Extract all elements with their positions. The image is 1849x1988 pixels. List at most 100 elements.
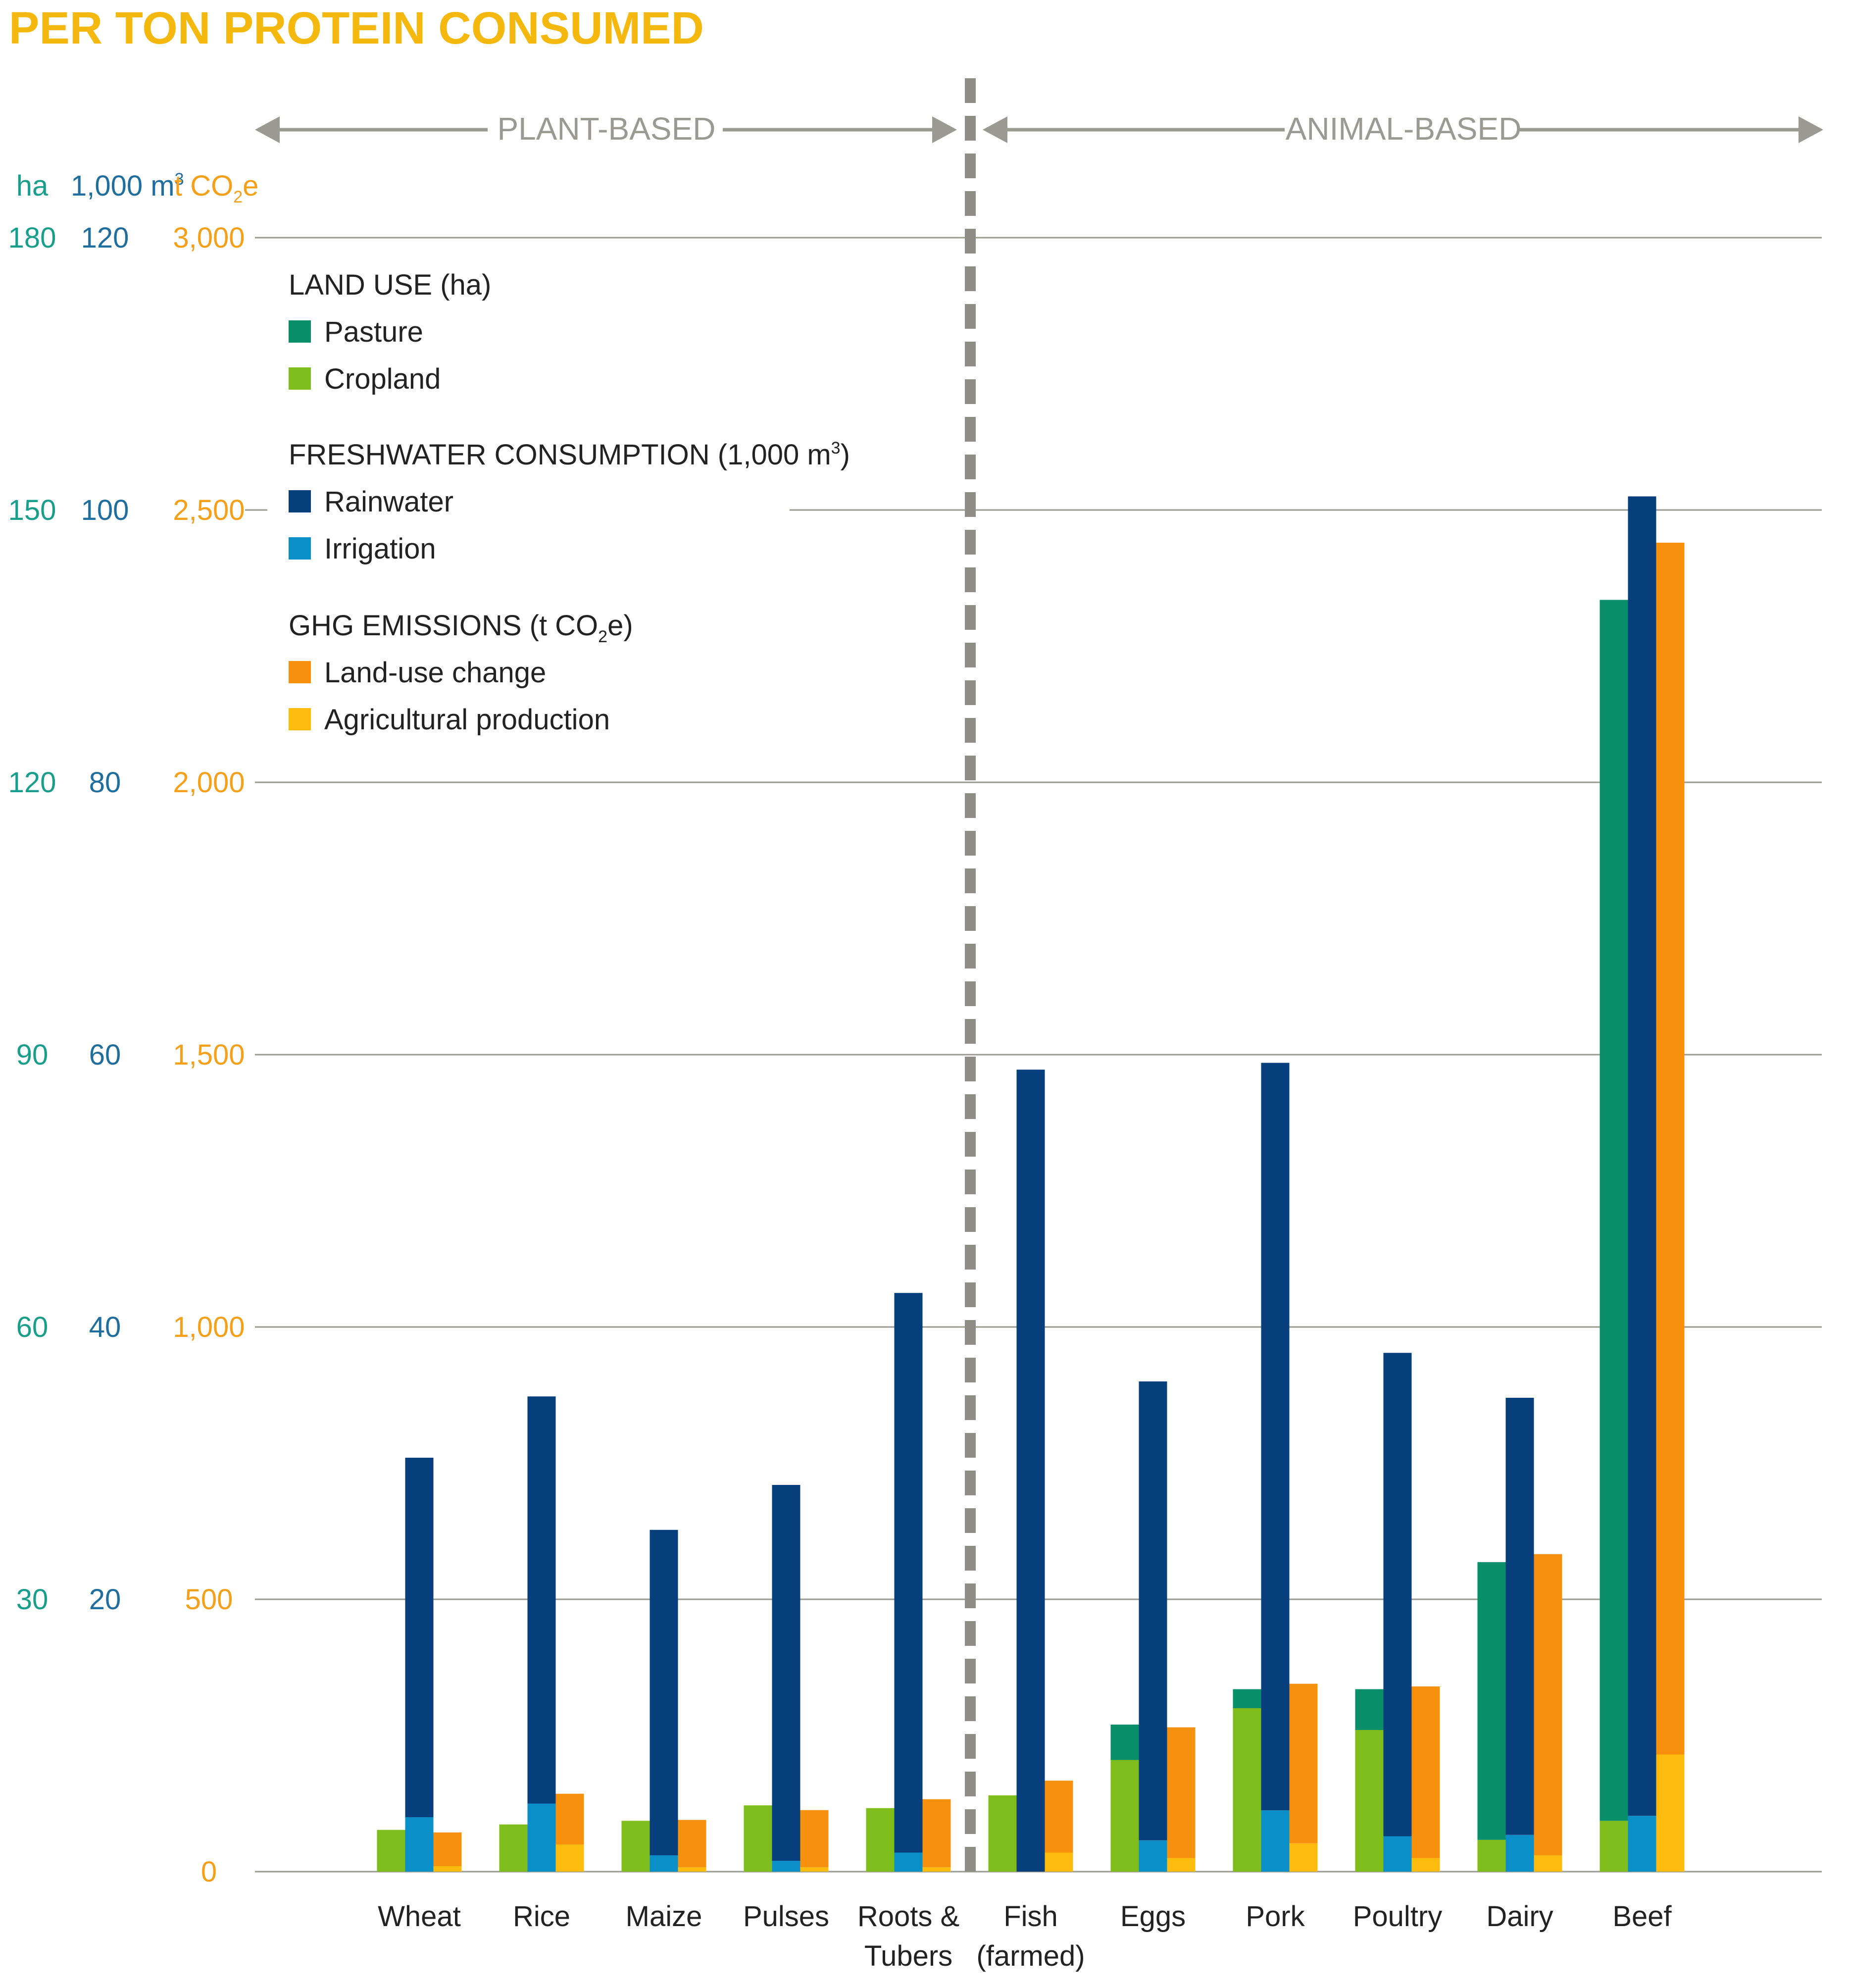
bar-cropland-10 — [1599, 1821, 1628, 1872]
axis-units: ha 1,000 m3 t CO2e — [16, 170, 259, 206]
bar-land-use-change-1 — [555, 1793, 584, 1844]
legend-title-ghg: GHG EMISSIONS (t CO2e) — [289, 610, 633, 646]
bar-pasture-10 — [1599, 600, 1628, 1821]
animal-based-label: ANIMAL-BASED — [1286, 111, 1522, 147]
bar-cropland-8 — [1355, 1730, 1384, 1872]
bar-irrigation-0 — [405, 1817, 434, 1872]
legend-swatch-irrigation — [289, 537, 311, 560]
axis-unit-water-text: 1,000 m — [71, 170, 175, 202]
tick-label-axis1-1: 100 — [81, 494, 129, 526]
bar-pasture-9 — [1477, 1562, 1506, 1840]
bar-agricultural-production-0 — [433, 1866, 462, 1872]
bar-irrigation-7 — [1261, 1810, 1290, 1872]
legend-title-ghg-text: GHG EMISSIONS (t CO — [289, 610, 598, 642]
tick-label-axis2-1: 2,500 — [173, 494, 245, 526]
axis-unit-ghg-sub: 2 — [233, 188, 243, 206]
tick-label-axis0-3: 90 — [16, 1039, 49, 1071]
category-label-5-1: (farmed) — [976, 1940, 1085, 1972]
legend-swatch-land-use-change — [289, 661, 311, 683]
axis-unit-ghg: t CO2e — [174, 170, 258, 206]
bar-irrigation-3 — [772, 1861, 800, 1872]
axis-unit-ghg-text: t CO — [174, 170, 233, 202]
bar-agricultural-production-6 — [1167, 1858, 1196, 1872]
tick-label-axis1-0: 120 — [81, 222, 129, 254]
bar-land-use-change-10 — [1656, 543, 1685, 1755]
bar-cropland-3 — [744, 1805, 772, 1872]
bar-rainwater-2 — [650, 1529, 678, 1855]
category-label-9-0: Dairy — [1486, 1900, 1553, 1933]
bar-rainwater-1 — [527, 1396, 556, 1804]
legend: LAND USE (ha) Pasture Cropland FRESHWATE… — [289, 269, 850, 736]
tick-label-axis0-4: 60 — [16, 1311, 49, 1343]
bar-land-use-change-3 — [800, 1810, 829, 1868]
category-label-4-1: Tubers — [864, 1940, 952, 1972]
bar-cropland-6 — [1110, 1760, 1139, 1872]
tick-label-axis0-5: 30 — [16, 1583, 49, 1616]
bar-rainwater-3 — [772, 1485, 800, 1861]
animal-arrow-head-right — [1799, 116, 1823, 143]
animal-arrow-head-left — [983, 116, 1007, 143]
bar-cropland-9 — [1477, 1839, 1506, 1872]
bar-rainwater-4 — [894, 1293, 923, 1853]
legend-title-water: FRESHWATER CONSUMPTION (1,000 m3) — [289, 439, 850, 471]
bar-cropland-0 — [377, 1830, 405, 1872]
category-label-2-0: Maize — [626, 1900, 702, 1933]
tick-label-axis2-4: 1,000 — [173, 1311, 245, 1343]
category-label-7-0: Pork — [1246, 1900, 1305, 1933]
legend-label-land-use-change: Land-use change — [324, 657, 546, 689]
category-label-8-0: Poultry — [1353, 1900, 1443, 1933]
bar-agricultural-production-8 — [1411, 1858, 1440, 1872]
category-label-6-0: Eggs — [1120, 1900, 1186, 1933]
chart-title: PER TON PROTEIN CONSUMED — [9, 3, 704, 53]
tick-label-axis0-0: 180 — [8, 222, 56, 254]
bar-rainwater-10 — [1628, 496, 1656, 1816]
group-header-animal: ANIMAL-BASED — [983, 111, 1823, 147]
tick-label-axis1-2: 80 — [89, 766, 121, 799]
tick-label-axis2-0: 3,000 — [173, 222, 245, 254]
bar-irrigation-2 — [650, 1855, 678, 1872]
legend-title-ghg-end: e) — [607, 610, 633, 642]
legend-title-land: LAND USE (ha) — [289, 269, 491, 301]
bar-rainwater-5 — [1016, 1070, 1045, 1872]
bar-land-use-change-5 — [1045, 1781, 1073, 1853]
bar-land-use-change-9 — [1534, 1554, 1562, 1855]
category-label-0-0: Wheat — [378, 1900, 461, 1933]
bar-irrigation-6 — [1139, 1840, 1167, 1872]
tick-label-axis1-4: 40 — [89, 1311, 121, 1343]
tick-label-axis2-3: 1,500 — [173, 1039, 245, 1071]
tick-label-axis2-6: 0 — [201, 1856, 217, 1888]
bar-cropland-5 — [988, 1795, 1017, 1872]
category-labels: Wheat Rice Maize Pulses Roots & Tubers Fish (fa… — [378, 1900, 1672, 1972]
bar-land-use-change-0 — [433, 1832, 462, 1866]
legend-label-irrigation: Irrigation — [324, 533, 436, 565]
legend-swatch-cropland — [289, 367, 311, 390]
bar-rainwater-0 — [405, 1458, 434, 1817]
legend-swatch-pasture — [289, 320, 311, 343]
axis-unit-water-sup: 3 — [175, 170, 184, 189]
bar-irrigation-10 — [1628, 1816, 1656, 1872]
legend-title-water-text: FRESHWATER CONSUMPTION (1,000 m — [289, 439, 831, 471]
tick-label-axis0-2: 120 — [8, 766, 56, 799]
bar-agricultural-production-2 — [678, 1867, 706, 1872]
bar-rainwater-9 — [1505, 1398, 1534, 1835]
tick-label-axis2-5: 500 — [185, 1583, 233, 1616]
legend-title-water-sup: 3 — [831, 439, 841, 458]
tick-label-axis1-3: 60 — [89, 1039, 121, 1071]
bar-rainwater-6 — [1139, 1381, 1167, 1840]
bar-land-use-change-2 — [678, 1820, 706, 1868]
axis-unit-ha: ha — [16, 170, 49, 202]
category-label-3-0: Pulses — [743, 1900, 829, 1933]
bar-rainwater-7 — [1261, 1063, 1290, 1811]
tick-label-axis1-5: 20 — [89, 1583, 121, 1616]
legend-label-pasture: Pasture — [324, 316, 423, 348]
axis-unit-ghg-end: e — [243, 170, 258, 202]
bar-agricultural-production-5 — [1045, 1852, 1073, 1872]
bar-agricultural-production-10 — [1656, 1754, 1685, 1872]
plant-arrow-head-left — [255, 116, 280, 143]
bar-rainwater-8 — [1383, 1353, 1412, 1836]
legend-label-cropland: Cropland — [324, 363, 441, 395]
plant-based-label: PLANT-BASED — [497, 111, 715, 147]
bar-irrigation-4 — [894, 1852, 923, 1872]
bar-pasture-7 — [1233, 1689, 1261, 1708]
